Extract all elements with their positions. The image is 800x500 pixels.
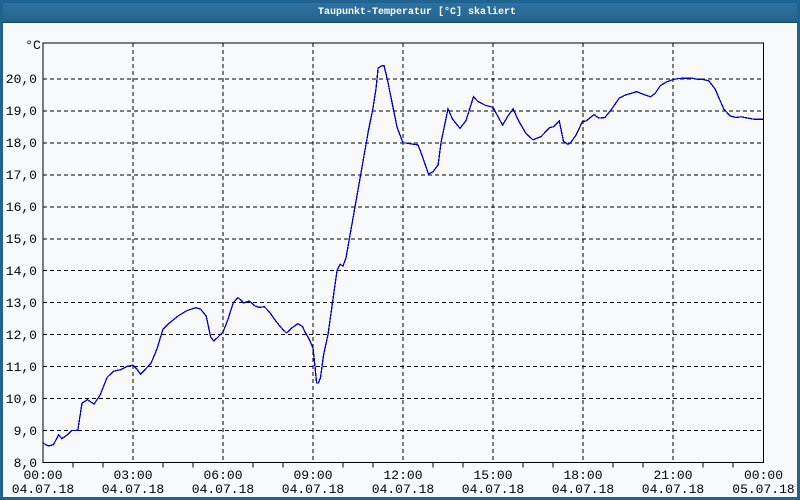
svg-text:°C: °C <box>25 38 41 53</box>
svg-text:04.07.18: 04.07.18 <box>12 482 74 497</box>
svg-text:9,0: 9,0 <box>14 424 37 439</box>
svg-text:12:00: 12:00 <box>383 468 422 483</box>
svg-text:12,0: 12,0 <box>6 328 37 343</box>
svg-text:03:00: 03:00 <box>113 468 152 483</box>
svg-text:20,0: 20,0 <box>6 72 37 87</box>
svg-text:10,0: 10,0 <box>6 392 37 407</box>
svg-text:21:00: 21:00 <box>653 468 692 483</box>
svg-text:09:00: 09:00 <box>293 468 332 483</box>
svg-text:18,0: 18,0 <box>6 136 37 151</box>
svg-text:13,0: 13,0 <box>6 296 37 311</box>
svg-text:04.07.18: 04.07.18 <box>642 482 704 497</box>
svg-text:04.07.18: 04.07.18 <box>462 482 524 497</box>
svg-text:18:00: 18:00 <box>563 468 602 483</box>
svg-text:04.07.18: 04.07.18 <box>282 482 344 497</box>
svg-text:04.07.18: 04.07.18 <box>552 482 614 497</box>
svg-text:00:00: 00:00 <box>744 468 783 483</box>
svg-text:19,0: 19,0 <box>6 104 37 119</box>
svg-text:16,0: 16,0 <box>6 200 37 215</box>
svg-text:00:00: 00:00 <box>23 468 62 483</box>
svg-text:15:00: 15:00 <box>473 468 512 483</box>
svg-text:04.07.18: 04.07.18 <box>372 482 434 497</box>
svg-text:05.07.18: 05.07.18 <box>732 482 794 497</box>
svg-text:15,0: 15,0 <box>6 232 37 247</box>
svg-text:11,0: 11,0 <box>6 360 37 375</box>
svg-text:04.07.18: 04.07.18 <box>192 482 254 497</box>
svg-text:17,0: 17,0 <box>6 168 37 183</box>
svg-text:06:00: 06:00 <box>203 468 242 483</box>
svg-text:14,0: 14,0 <box>6 264 37 279</box>
svg-text:04.07.18: 04.07.18 <box>102 482 164 497</box>
